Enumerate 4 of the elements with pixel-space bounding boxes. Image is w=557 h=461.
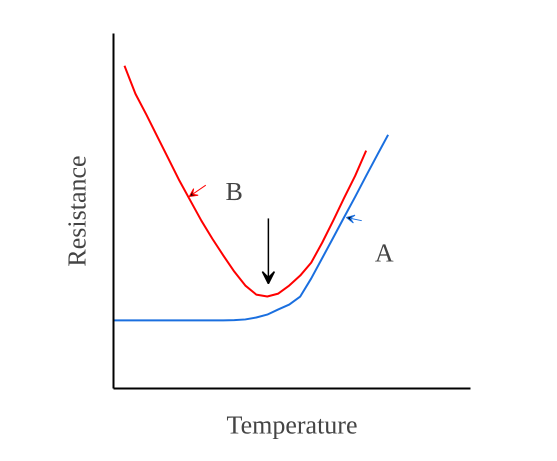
series-label: A — [374, 238, 394, 268]
y-axis-title: Resistance — [62, 155, 92, 267]
x-axis-title: Temperature — [226, 410, 358, 440]
legend-label: B — [226, 177, 243, 206]
